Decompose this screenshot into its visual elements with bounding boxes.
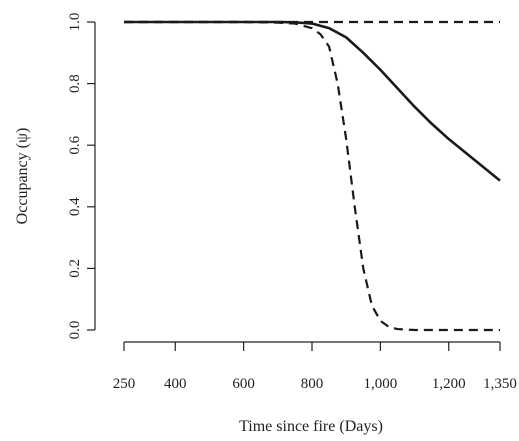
x-tick-label: 250 xyxy=(113,376,136,392)
x-tick-label: 600 xyxy=(232,376,255,392)
y-tick-label: 0.8 xyxy=(67,74,83,93)
x-tick-label: 400 xyxy=(164,376,187,392)
y-tick-label: 0.6 xyxy=(67,135,83,154)
series-layer xyxy=(124,20,501,332)
y-axis-title: Occupancy (ψ) xyxy=(14,128,31,225)
series-solid-line xyxy=(124,20,501,182)
x-tick-label: 1,200 xyxy=(432,376,466,392)
y-tick-label: 0.4 xyxy=(67,197,83,216)
y-tick-label: 1.0 xyxy=(67,13,83,32)
x-axis-title: Time since fire (Days) xyxy=(239,418,383,435)
series-dashed-decline-line xyxy=(124,20,500,332)
x-axis: 250 400 600 800 1,000 1,200 1,350 xyxy=(113,341,517,392)
y-axis: 0.0 0.2 0.4 0.6 0.8 1.0 xyxy=(67,13,96,340)
x-tick-label: 1,000 xyxy=(363,376,397,392)
x-tick-label: 1,350 xyxy=(483,376,517,392)
x-tick-label: 800 xyxy=(301,376,324,392)
y-tick-label: 0.2 xyxy=(67,259,83,278)
y-tick-label: 0.0 xyxy=(67,321,83,340)
